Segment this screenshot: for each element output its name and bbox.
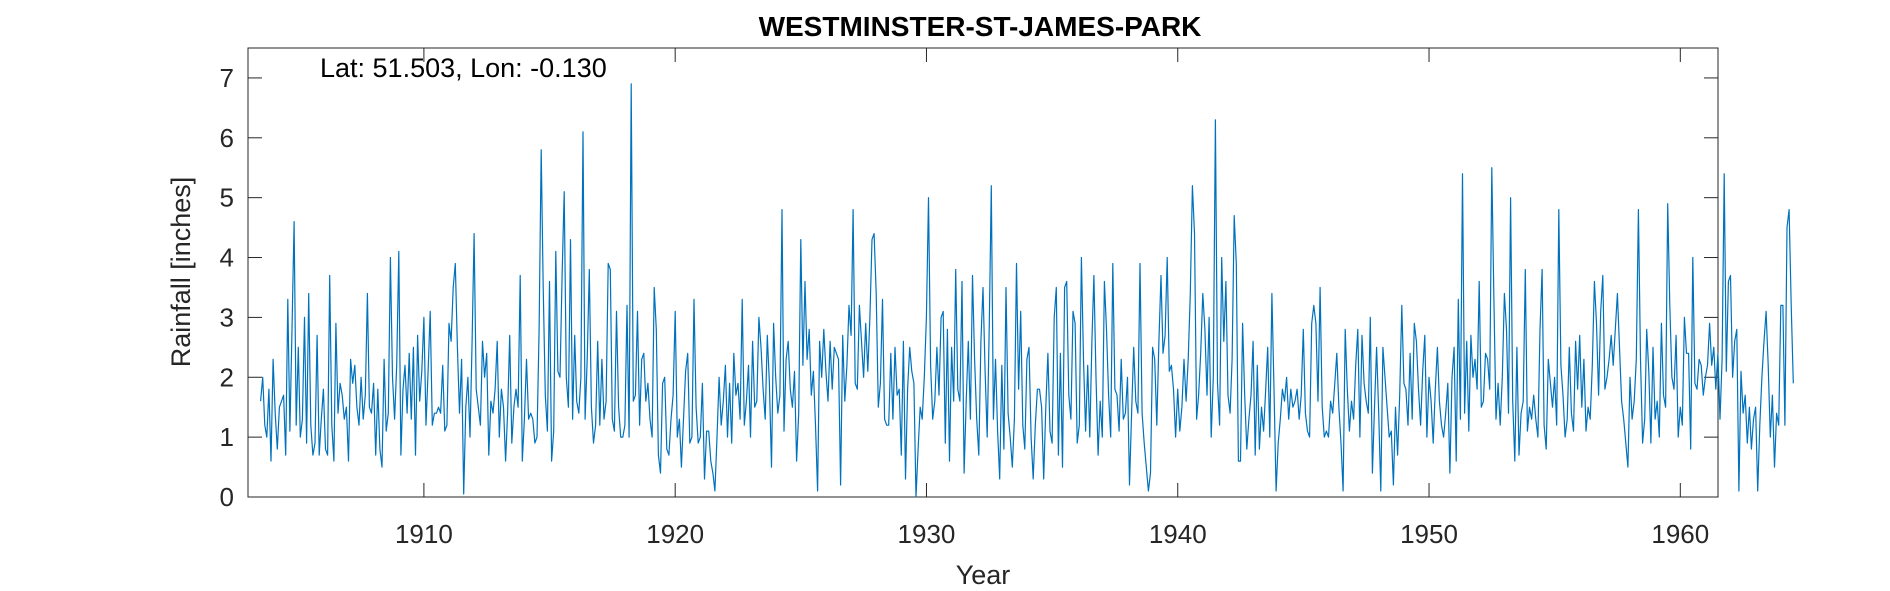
x-tick-label: 1950	[1400, 519, 1458, 549]
x-tick-label: 1930	[898, 519, 956, 549]
x-tick-label: 1910	[395, 519, 453, 549]
y-axis-label: Rainfall [inches]	[166, 177, 196, 368]
x-axis: 1910 1920 1930 1940 1950 1960	[395, 48, 1709, 549]
axes-box	[247, 47, 1719, 498]
y-tick-label: 4	[220, 243, 234, 273]
location-annotation: Lat: 51.503, Lon: -0.130	[320, 53, 607, 83]
x-axis-label: Year	[956, 560, 1011, 590]
y-tick-label: 1	[220, 422, 234, 452]
x-tick-label: 1920	[646, 519, 704, 549]
y-tick-label: 7	[220, 63, 234, 93]
y-tick-label: 2	[220, 362, 234, 392]
y-tick-label: 6	[220, 123, 234, 153]
series-line-rainfall	[260, 83, 1794, 498]
x-tick-label: 1960	[1651, 519, 1709, 549]
x-tick-label: 1940	[1149, 519, 1207, 549]
y-tick-label: 0	[220, 482, 234, 512]
plot-area: 0 1 2 3 4 5 6 7 1910 1920 1930 1940 1950 1960	[220, 47, 1794, 549]
chart-title: WESTMINSTER-ST-JAMES-PARK	[759, 11, 1202, 42]
y-tick-label: 5	[220, 183, 234, 213]
y-tick-label: 3	[220, 302, 234, 332]
y-axis: 0 1 2 3 4 5 6 7	[220, 63, 1718, 512]
